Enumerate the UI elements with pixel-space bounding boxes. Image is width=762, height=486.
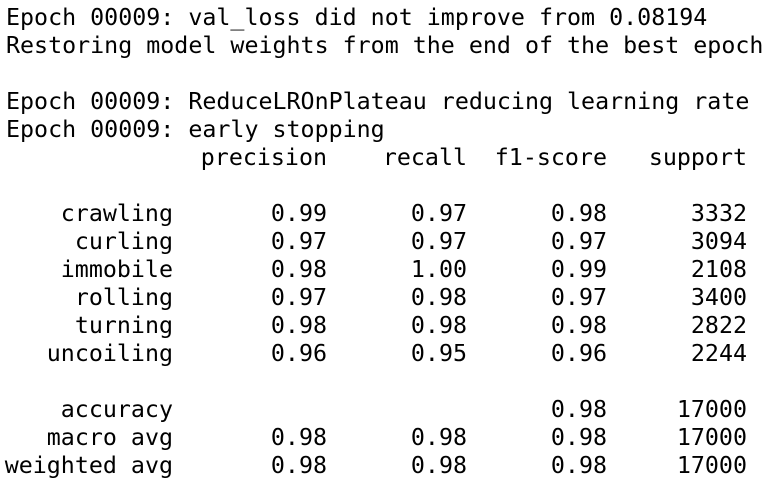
row-label: turning <box>74 312 173 339</box>
cell-f1-score: 0.96 <box>550 340 607 367</box>
cell-support: 3332 <box>690 200 747 227</box>
report-row-macro-avg: macro avg 0.98 0.98 0.98 17000 <box>6 424 762 452</box>
cell-support: 2822 <box>690 312 747 339</box>
cell-precision: 0.97 <box>270 228 327 255</box>
cell-precision: 0.98 <box>270 256 327 283</box>
cell-support: 17000 <box>676 424 747 451</box>
header-recall: recall <box>382 144 467 171</box>
cell-f1-score: 0.99 <box>550 256 607 283</box>
row-label: rolling <box>74 284 173 311</box>
report-row-uncoiling: uncoiling 0.96 0.95 0.96 2244 <box>6 340 762 368</box>
cell-recall: 0.95 <box>410 340 467 367</box>
log-line: Epoch 00009: val_loss did not improve fr… <box>6 4 708 31</box>
cell-precision: 0.98 <box>270 424 327 451</box>
log-line: Epoch 00009: ReduceLROnPlateau reducing … <box>6 88 750 115</box>
cell-support: 17000 <box>676 452 747 479</box>
blank-line <box>6 368 762 396</box>
report-row-weighted-avg: weighted avg 0.98 0.98 0.98 17000 <box>4 452 762 480</box>
report-row-immobile: immobile 0.98 1.00 0.99 2108 <box>6 256 762 284</box>
cell-recall: 0.98 <box>410 312 467 339</box>
cell-support: 2108 <box>690 256 747 283</box>
header-precision: precision <box>200 144 327 171</box>
header-support: support <box>648 144 747 171</box>
row-label: accuracy <box>60 396 173 423</box>
cell-f1-score: 0.98 <box>550 424 607 451</box>
cell-precision: 0.97 <box>270 284 327 311</box>
cell-f1-score: 0.97 <box>550 228 607 255</box>
report-row-turning: turning 0.98 0.98 0.98 2822 <box>6 312 762 340</box>
cell-precision: 0.98 <box>270 312 327 339</box>
blank-line <box>6 60 762 88</box>
cell-precision: 0.96 <box>270 340 327 367</box>
row-label: weighted avg <box>4 452 173 479</box>
cell-support: 2244 <box>690 340 747 367</box>
cell-f1-score: 0.97 <box>550 284 607 311</box>
cell-support: 17000 <box>676 396 747 423</box>
report-header-row: precision recall f1-score support <box>6 144 762 172</box>
report-row-curling: curling 0.97 0.97 0.97 3094 <box>6 228 762 256</box>
blank-line <box>6 172 762 200</box>
log-line: Epoch 00009: early stopping <box>6 116 385 143</box>
header-f1-score: f1-score <box>494 144 607 171</box>
report-row-accuracy: accuracy 0.98 17000 <box>6 396 762 424</box>
row-label: curling <box>74 228 173 255</box>
cell-f1-score: 0.98 <box>550 452 607 479</box>
row-label: immobile <box>60 256 173 283</box>
cell-f1-score: 0.98 <box>550 312 607 339</box>
cell-recall: 0.98 <box>410 452 467 479</box>
cell-recall: 0.97 <box>410 228 467 255</box>
row-label: crawling <box>60 200 173 227</box>
log-line: Restoring model weights from the end of … <box>6 32 762 59</box>
cell-recall: 1.00 <box>410 256 467 283</box>
report-row-rolling: rolling 0.97 0.98 0.97 3400 <box>6 284 762 312</box>
cell-precision: 0.99 <box>270 200 327 227</box>
cell-f1-score: 0.98 <box>550 396 607 423</box>
cell-precision: 0.98 <box>270 452 327 479</box>
terminal-output: Epoch 00009: val_loss did not improve fr… <box>4 4 762 480</box>
cell-recall: 0.98 <box>410 284 467 311</box>
row-label: macro avg <box>46 424 173 451</box>
cell-support: 3400 <box>690 284 747 311</box>
cell-f1-score: 0.98 <box>550 200 607 227</box>
cell-recall: 0.98 <box>410 424 467 451</box>
cell-support: 3094 <box>690 228 747 255</box>
report-row-crawling: crawling 0.99 0.97 0.98 3332 <box>6 200 762 228</box>
row-label: uncoiling <box>46 340 173 367</box>
cell-recall: 0.97 <box>410 200 467 227</box>
